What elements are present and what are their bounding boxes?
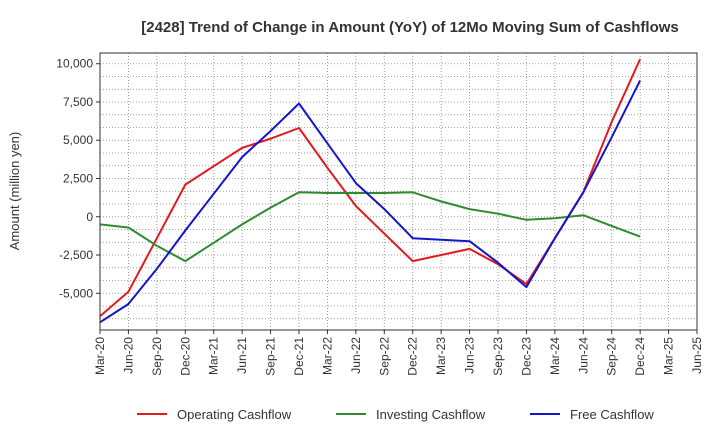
x-tick-label: Sep-20 [150,337,164,376]
y-tick-label: 7,500 [63,95,93,109]
y-axis-ticks: 10,000 7,500 5,000 2,500 0 -2,500 -5,000 [56,57,100,300]
x-tick-label: Mar-22 [320,337,334,375]
x-tick-label: Jun-25 [690,337,704,374]
x-tick-label: Mar-23 [434,337,448,375]
x-tick-label: Jun-22 [349,337,363,374]
series-line-investing-cashflow [99,191,641,263]
y-tick-label: -5,000 [59,286,93,300]
legend: Operating Cashflow Investing Cashflow Free… [137,407,654,422]
series-line-operating-cashflow [99,58,642,317]
chart-title: [2428] Trend of Change in Amount (YoY) o… [141,19,679,36]
x-tick-label: Dec-23 [519,337,533,376]
legend-label-free-cashflow: Free Cashflow [570,407,654,422]
x-tick-label: Dec-24 [633,337,647,376]
x-tick-label: Dec-21 [292,337,306,376]
series-layer [99,58,642,324]
x-tick-label: Dec-20 [178,337,192,376]
x-tick-label: Jun-24 [576,337,590,374]
x-tick-label: Dec-22 [406,337,420,376]
y-tick-label: 0 [86,210,93,224]
y-axis-label: Amount (million yen) [7,132,22,251]
y-tick-label: 10,000 [56,57,93,71]
x-tick-label: Mar-20 [93,337,107,375]
series-line-free-cashflow [99,80,641,324]
x-tick-label: Jun-20 [121,337,135,374]
x-axis-ticks: Mar-20 Jun-20 Sep-20 Dec-20 Mar-21 Jun-21 Sep-… [93,330,704,376]
x-tick-label: Mar-21 [207,337,221,375]
y-tick-label: 5,000 [63,133,93,147]
plot-frame [99,52,698,331]
x-tick-label: Sep-24 [605,337,619,376]
grid [100,53,697,330]
x-tick-label: Jun-21 [235,337,249,374]
y-tick-label: 2,500 [63,171,93,185]
x-tick-label: Mar-25 [662,337,676,375]
y-tick-label: -2,500 [59,248,93,262]
x-tick-label: Sep-23 [491,337,505,376]
x-tick-label: Sep-22 [377,337,391,376]
x-tick-label: Jun-23 [463,337,477,374]
x-tick-label: Sep-21 [264,337,278,376]
legend-label-operating-cashflow: Operating Cashflow [177,407,292,422]
x-tick-label: Mar-24 [548,337,562,375]
legend-label-investing-cashflow: Investing Cashflow [376,407,486,422]
